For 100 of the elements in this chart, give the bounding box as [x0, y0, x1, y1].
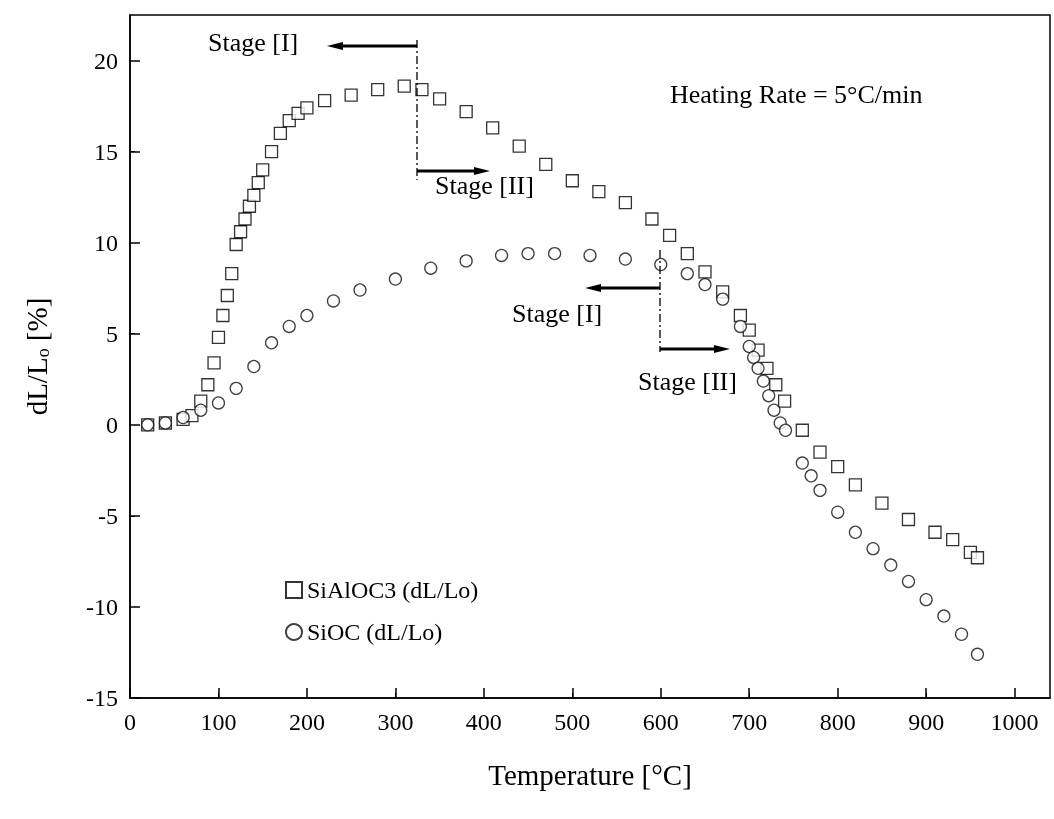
- point: [371, 83, 385, 97]
- point: [211, 330, 226, 345]
- point: [494, 248, 509, 263]
- point: [583, 248, 597, 263]
- point: [225, 266, 239, 281]
- x-tick-label: 300: [377, 709, 414, 735]
- point: [778, 423, 793, 437]
- point: [211, 396, 226, 410]
- point: [344, 88, 358, 102]
- point: [459, 254, 473, 268]
- legend-label: SiAlOC3 (dL/Lo): [307, 577, 479, 603]
- point: [238, 212, 252, 226]
- point: [769, 378, 783, 392]
- point: [388, 272, 403, 286]
- point: [247, 188, 261, 202]
- point: [220, 288, 234, 303]
- point: [207, 356, 221, 370]
- point: [229, 381, 243, 396]
- point: [662, 228, 677, 243]
- point: [742, 339, 756, 354]
- point: [645, 212, 659, 226]
- point: [831, 505, 845, 519]
- y-tick-label: 10: [94, 229, 118, 256]
- point: [282, 319, 296, 334]
- x-tick-label: 100: [200, 709, 237, 735]
- y-tick-label: -5: [98, 502, 118, 529]
- x-tick-label: 200: [288, 709, 325, 735]
- point: [795, 456, 809, 470]
- annotation: Stage [II]: [638, 366, 737, 396]
- annotation: Stage [I]: [208, 27, 299, 57]
- point: [326, 294, 341, 308]
- point: [300, 101, 314, 115]
- point: [521, 246, 535, 261]
- point: [680, 246, 694, 261]
- point: [795, 423, 809, 437]
- point: [201, 378, 215, 392]
- point: [875, 496, 889, 510]
- point: [946, 532, 960, 547]
- point: [954, 627, 969, 641]
- y-tick-label: 0: [106, 411, 118, 438]
- point: [565, 174, 579, 188]
- point: [804, 469, 818, 483]
- point: [848, 478, 863, 492]
- legend-label: SiOC (dL/Lo): [307, 619, 443, 645]
- x-tick-label: 700: [731, 709, 768, 735]
- y-tick-label: 15: [94, 138, 118, 165]
- point: [459, 104, 473, 119]
- point: [747, 350, 761, 365]
- point: [353, 283, 367, 297]
- point: [256, 163, 270, 177]
- point: [194, 403, 208, 417]
- annotation: Heating Rate = 5°C/min: [670, 79, 923, 109]
- x-tick-label: 800: [819, 709, 856, 735]
- point: [264, 336, 279, 350]
- point: [618, 252, 633, 266]
- point: [751, 361, 765, 375]
- annotation: Stage [I]: [512, 298, 603, 328]
- point: [592, 185, 606, 199]
- point: [884, 558, 898, 572]
- y-tick-label: 5: [106, 320, 118, 347]
- point: [251, 175, 265, 190]
- point: [539, 157, 553, 171]
- point: [928, 525, 942, 539]
- point: [970, 647, 985, 661]
- point: [229, 237, 243, 252]
- y-axis-title: dL/Lo [%]: [21, 297, 53, 416]
- point: [512, 139, 526, 153]
- point: [831, 460, 845, 474]
- point: [216, 308, 230, 323]
- point: [777, 394, 792, 408]
- x-tick-label: 400: [465, 709, 502, 735]
- point: [317, 93, 332, 108]
- point: [424, 261, 438, 275]
- point: [680, 266, 694, 281]
- point: [233, 225, 248, 239]
- point: [264, 144, 279, 159]
- point: [698, 277, 712, 292]
- point: [247, 359, 261, 374]
- point: [733, 319, 748, 334]
- x-tick-label: 500: [554, 709, 591, 735]
- x-axis-title: Temperature [°C]: [488, 758, 692, 791]
- y-tick-label: -15: [86, 685, 118, 711]
- point: [486, 121, 500, 135]
- point: [866, 542, 880, 556]
- point: [397, 79, 411, 93]
- point: [901, 512, 916, 527]
- point: [937, 609, 951, 623]
- point: [273, 126, 288, 141]
- y-tick-label: 20: [94, 47, 118, 74]
- point: [970, 551, 985, 565]
- point: [813, 445, 827, 459]
- point: [300, 308, 314, 323]
- annotation: Stage [II]: [435, 170, 534, 200]
- point: [767, 403, 781, 417]
- y-tick-label: -10: [86, 593, 118, 620]
- point: [756, 374, 771, 388]
- point: [547, 246, 562, 261]
- x-tick-label: 0: [124, 709, 136, 735]
- x-tick-label: 900: [908, 709, 945, 735]
- point: [716, 292, 730, 306]
